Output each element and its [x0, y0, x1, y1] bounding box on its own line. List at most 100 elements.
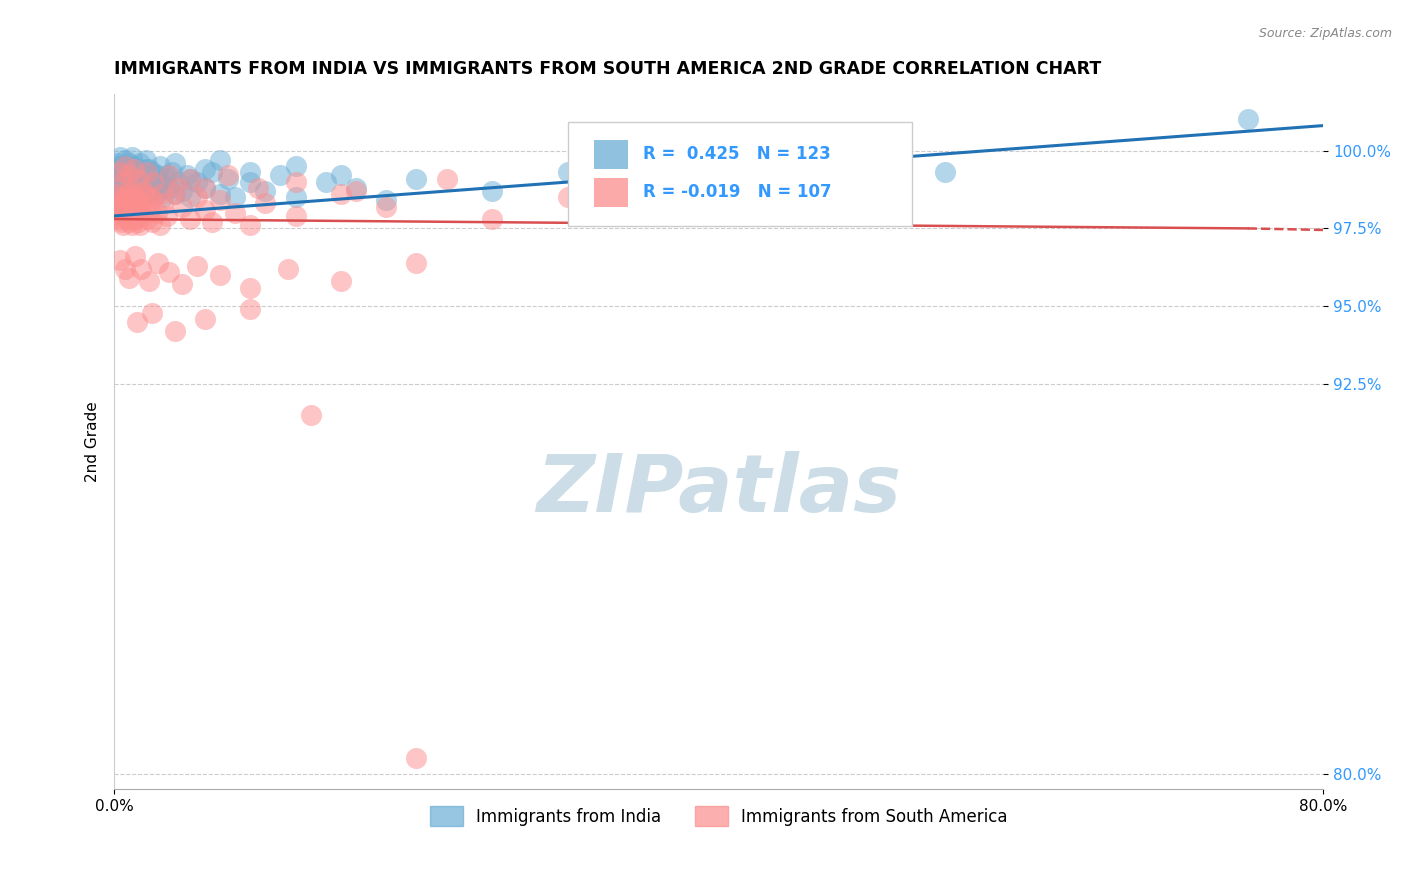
Point: [139, 202, 162, 217]
Text: R = -0.019   N = 107: R = -0.019 N = 107: [643, 183, 831, 201]
Point: [132, 169, 155, 183]
Point: [122, 169, 145, 183]
Point: [120, 184, 142, 198]
Point: [114, 187, 136, 202]
Point: [121, 178, 143, 192]
Point: [160, 165, 183, 179]
Point: [152, 196, 174, 211]
Point: [142, 175, 165, 189]
Text: ZIPatlas: ZIPatlas: [536, 451, 901, 530]
Point: [127, 165, 149, 179]
Point: [194, 181, 217, 195]
Point: [284, 190, 307, 204]
Point: [157, 181, 180, 195]
Point: [117, 202, 139, 217]
Point: [124, 212, 146, 227]
Point: [117, 175, 139, 189]
Point: [707, 175, 730, 189]
Point: [115, 200, 138, 214]
Point: [117, 178, 139, 192]
Point: [141, 305, 163, 319]
Point: [329, 187, 352, 202]
Point: [114, 209, 136, 223]
Point: [143, 187, 166, 202]
Point: [121, 219, 143, 233]
Point: [110, 165, 132, 179]
Point: [132, 184, 155, 198]
Point: [208, 194, 231, 208]
Point: [105, 169, 128, 183]
Point: [135, 153, 157, 167]
Point: [208, 268, 231, 282]
Point: [246, 181, 269, 195]
Point: [254, 196, 277, 211]
Point: [150, 175, 173, 189]
Point: [117, 190, 139, 204]
Point: [163, 324, 186, 338]
Point: [179, 171, 201, 186]
Point: [934, 165, 956, 179]
Point: [284, 159, 307, 173]
Point: [179, 171, 201, 186]
Point: [254, 184, 277, 198]
Point: [124, 200, 146, 214]
Point: [186, 175, 208, 189]
Point: [118, 190, 141, 204]
Point: [120, 165, 142, 179]
Point: [155, 171, 177, 186]
Point: [131, 190, 153, 204]
Point: [329, 169, 352, 183]
Point: [110, 178, 132, 192]
Point: [114, 153, 136, 167]
Point: [128, 171, 150, 186]
Point: [166, 175, 188, 189]
Point: [136, 187, 159, 202]
Point: [118, 215, 141, 229]
Point: [136, 165, 159, 179]
Point: [131, 261, 153, 276]
Point: [783, 171, 806, 186]
Point: [179, 190, 201, 204]
Point: [110, 252, 132, 267]
Point: [148, 219, 170, 233]
Point: [111, 194, 134, 208]
Point: [125, 175, 148, 189]
Point: [118, 171, 141, 186]
Point: [201, 165, 224, 179]
Point: [114, 261, 136, 276]
Point: [146, 255, 169, 269]
Point: [120, 194, 142, 208]
Point: [132, 209, 155, 223]
Point: [217, 169, 239, 183]
Point: [239, 280, 262, 294]
Point: [239, 219, 262, 233]
Point: [131, 196, 153, 211]
Point: [121, 150, 143, 164]
Point: [186, 259, 208, 273]
Point: [111, 159, 134, 173]
Point: [115, 212, 138, 227]
Point: [110, 150, 132, 164]
Point: [156, 169, 179, 183]
Point: [208, 153, 231, 167]
Point: [112, 196, 135, 211]
Point: [344, 184, 367, 198]
Point: [128, 206, 150, 220]
Point: [111, 162, 134, 177]
Point: [481, 184, 503, 198]
Point: [112, 169, 135, 183]
Point: [105, 181, 128, 195]
Point: [121, 190, 143, 204]
Point: [217, 171, 239, 186]
Point: [117, 187, 139, 202]
Point: [132, 169, 155, 183]
Point: [344, 181, 367, 195]
Point: [136, 212, 159, 227]
Point: [166, 181, 188, 195]
Point: [107, 159, 129, 173]
Point: [239, 175, 262, 189]
Point: [157, 169, 180, 183]
Point: [122, 159, 145, 173]
Point: [179, 212, 201, 227]
Point: [107, 171, 129, 186]
